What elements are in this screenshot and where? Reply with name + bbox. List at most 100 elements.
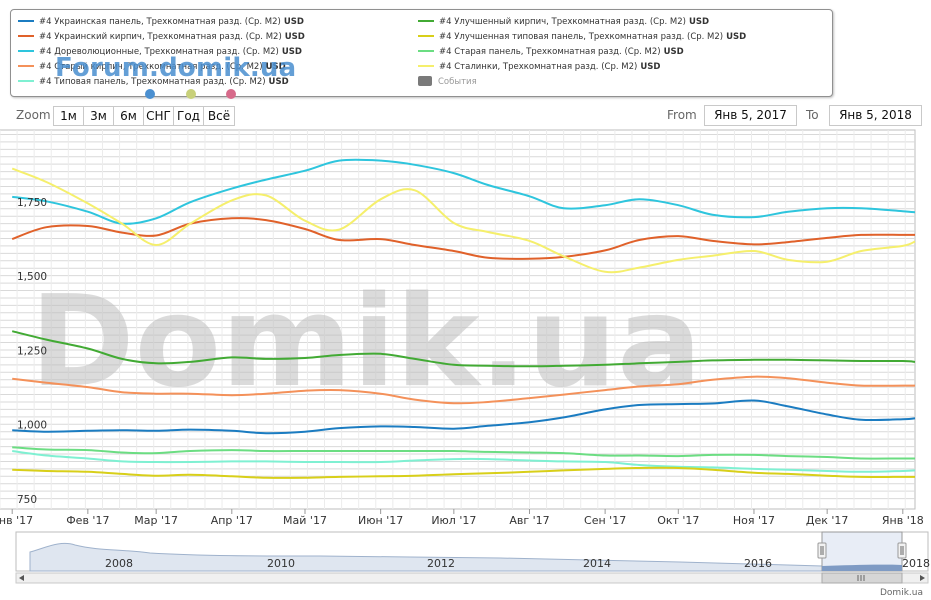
- legend-item-7[interactable]: #4 Улучшенная типовая панель, Трехкомнат…: [418, 31, 746, 44]
- series-line-2[interactable]: [11, 217, 915, 260]
- x-tick-label: Фев '17: [66, 514, 109, 527]
- x-tick-label: Июл '17: [431, 514, 476, 527]
- legend-unit: USD: [281, 47, 302, 57]
- legend-unit: USD: [663, 47, 684, 57]
- legend-item-1[interactable]: #4 Украинская панель, Трехкомнатная разд…: [18, 16, 304, 29]
- legend-swatch: [418, 49, 434, 52]
- x-tick-label: Янв '17: [0, 514, 33, 527]
- dot-3: [226, 89, 236, 99]
- navigator-year-label: 2014: [583, 557, 611, 570]
- navigator-year-label: 2016: [744, 557, 772, 570]
- x-tick-label: Дек '17: [806, 514, 849, 527]
- legend-series-name: #4 Украинская панель, Трехкомнатная разд…: [39, 17, 281, 27]
- series-line-5[interactable]: [12, 450, 916, 473]
- series-line-3[interactable]: [12, 158, 916, 225]
- range-to-label: To: [806, 108, 819, 122]
- legend-unit: USD: [640, 62, 661, 72]
- legend-swatch: [18, 64, 34, 67]
- legend-item-5[interactable]: #4 Типовая панель, Трехкомнатная разд. (…: [18, 76, 289, 89]
- x-tick-label: Сен '17: [584, 514, 626, 527]
- navigator-area: [29, 542, 823, 572]
- zoom-button-1y[interactable]: Год: [173, 106, 204, 126]
- legend-swatch: [18, 49, 34, 52]
- scroll-left-arrow-icon[interactable]: [19, 575, 24, 581]
- y-tick-label: 1,000: [17, 420, 47, 432]
- scrollbar-track[interactable]: [15, 572, 929, 584]
- x-tick-label: Окт '17: [657, 514, 699, 527]
- zoom-button-ytd[interactable]: СНГ: [143, 106, 174, 126]
- range-to-input[interactable]: Янв 5, 2018: [829, 105, 922, 126]
- legend-swatch: [418, 64, 434, 67]
- series-line-7[interactable]: [12, 466, 915, 479]
- legend-series-name: #4 Улучшенный кирпич, Трехкомнатная разд…: [439, 17, 686, 27]
- zoom-button-6m[interactable]: 6м: [113, 106, 144, 126]
- range-from-input[interactable]: Янв 5, 2017: [704, 105, 797, 126]
- legend-swatch: [18, 34, 34, 37]
- range-from-label: From: [667, 108, 697, 122]
- legend-swatch: [418, 19, 434, 22]
- legend-series-name: #4 Дореволюционные, Трехкомнатная разд. …: [39, 47, 279, 57]
- legend-unit: USD: [283, 17, 304, 27]
- x-axis-ticks: Янв '17 Фев '17 Мар '17 Апр '17 Май '17 Июн '…: [0, 509, 924, 527]
- zoom-button-3m[interactable]: 3м: [83, 106, 114, 126]
- series-line-8[interactable]: [12, 446, 915, 460]
- series-line-1[interactable]: [12, 399, 916, 435]
- y-tick-label: 1,250: [17, 345, 47, 357]
- x-tick-label: Апр '17: [211, 514, 253, 527]
- legend-item-3[interactable]: #4 Дореволюционные, Трехкомнатная разд. …: [18, 46, 302, 59]
- legend-item-2[interactable]: #4 Украинский кирпич, Трехкомнатная разд…: [18, 31, 305, 44]
- legend-series-name: #4 Старая панель, Трехкомнатная разд. (С…: [439, 47, 661, 57]
- y-axis-ticks: 750 1,000 1,250 1,500 1,750: [17, 197, 47, 506]
- legend-item-events[interactable]: События: [418, 75, 477, 89]
- legend-series-name: #4 Улучшенная типовая панель, Трехкомнат…: [439, 32, 724, 42]
- x-tick-label: Ноя '17: [733, 514, 775, 527]
- legend-series-name: #4 Украинский кирпич, Трехкомнатная разд…: [39, 32, 282, 42]
- navigator-year-label: 2012: [427, 557, 455, 570]
- brand-watermark: Forum.domik.ua: [55, 53, 297, 83]
- legend-swatch: [18, 19, 34, 22]
- legend-unit: USD: [688, 17, 710, 27]
- legend-item-9[interactable]: #4 Сталинки, Трехкомнатная разд. (Ср. М2…: [418, 61, 660, 74]
- zoom-label: Zoom: [16, 108, 51, 122]
- legend-series-name: #4 Сталинки, Трехкомнатная разд. (Ср. М2…: [439, 62, 638, 72]
- legend-item-4[interactable]: #4 Старый кирпич, Трехкомнатная разд. (С…: [18, 61, 286, 74]
- x-tick-label: Авг '17: [509, 514, 549, 527]
- navigator-year-label: 2018: [902, 557, 930, 570]
- legend-swatch: [18, 79, 34, 82]
- x-tick-label: Мар '17: [134, 514, 178, 527]
- legend-events-label: События: [438, 77, 477, 87]
- navigator-selection[interactable]: [821, 531, 903, 572]
- legend-unit: USD: [284, 32, 305, 42]
- x-tick-label: Май '17: [283, 514, 327, 527]
- navigator: 2008 2010 2012 2014 2016 2018: [15, 531, 930, 584]
- x-tick-label: Янв '18: [882, 514, 924, 527]
- dot-2: [186, 89, 196, 99]
- chart-grid: [0, 129, 916, 510]
- legend-swatch: [418, 34, 434, 37]
- navigator-year-label: 2008: [105, 557, 133, 570]
- scrollbar-thumb[interactable]: [821, 572, 903, 584]
- series-line-4[interactable]: [12, 375, 915, 405]
- navigator-year-label: 2010: [267, 557, 295, 570]
- x-tick-label: Июн '17: [358, 514, 403, 527]
- series-line-9[interactable]: [11, 167, 916, 274]
- legend-unit: USD: [726, 32, 747, 42]
- credit-label: Domik.ua: [880, 588, 923, 598]
- legend-series-name: #4 Типовая панель, Трехкомнатная разд. (…: [39, 77, 266, 87]
- chart-legend: #4 Украинская панель, Трехкомнатная разд…: [10, 9, 833, 97]
- legend-item-6[interactable]: #4 Улучшенный кирпич, Трехкомнатная разд…: [418, 16, 709, 29]
- legend-unit: USD: [268, 77, 289, 87]
- navigator-handle-right[interactable]: [897, 542, 907, 559]
- y-tick-label: 750: [17, 494, 37, 506]
- scroll-right-arrow-icon[interactable]: [920, 575, 925, 581]
- navigator-handle-left[interactable]: [817, 542, 827, 559]
- navigator-selection-area: [822, 564, 902, 571]
- legend-item-8[interactable]: #4 Старая панель, Трехкомнатная разд. (С…: [418, 46, 684, 59]
- series-line-6[interactable]: [11, 330, 916, 368]
- y-tick-label: 1,750: [17, 197, 47, 209]
- legend-series-name: #4 Старый кирпич, Трехкомнатная разд. (С…: [39, 62, 263, 72]
- zoom-button-all[interactable]: Всё: [203, 106, 235, 126]
- y-tick-label: 1,500: [17, 271, 47, 283]
- domik-watermark: Domik.ua: [30, 268, 702, 415]
